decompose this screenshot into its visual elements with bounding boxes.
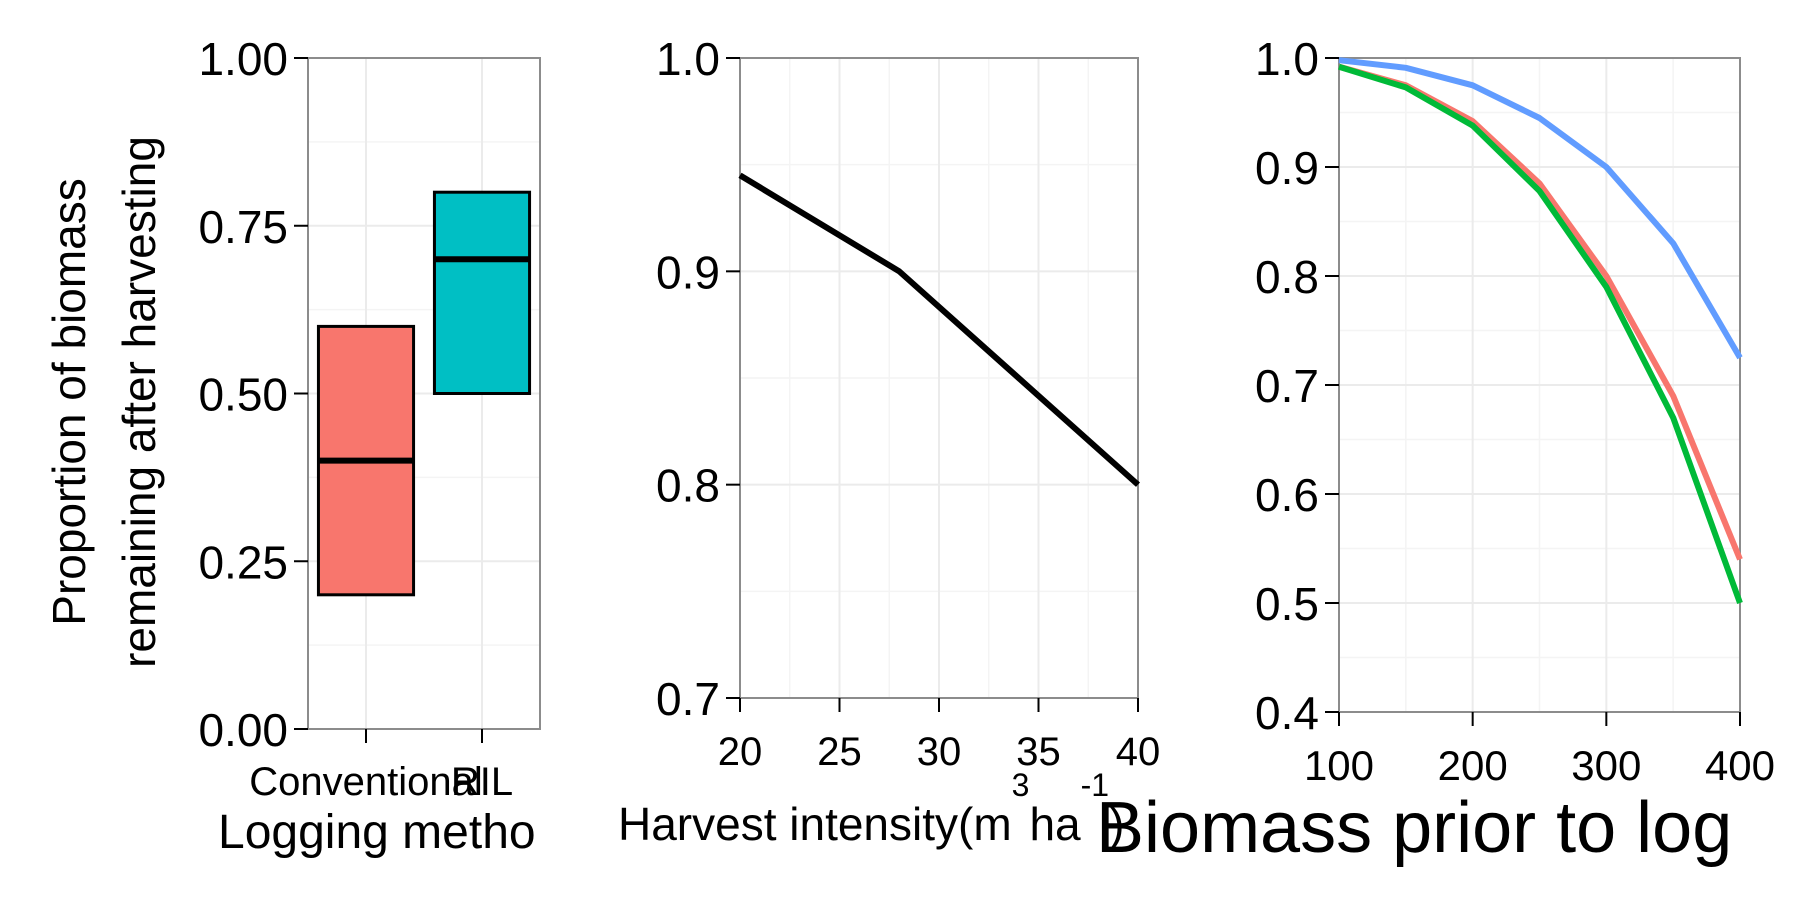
panel-logging-method: 0.00 0.25 0.50 0.75 1.00 ConventionalRILLoggi… — [43, 33, 541, 859]
x-tick-label: 40 — [1116, 730, 1161, 774]
y-tick-label: 0.4 — [1255, 687, 1319, 739]
y-tick-label: 0.9 — [1255, 142, 1319, 194]
x-tick-label: 20 — [718, 730, 763, 774]
x-axis-title: Biomass prior to log — [1096, 788, 1732, 868]
x-axis-title-main: Harvest intensity(m — [618, 798, 1012, 850]
series-line-0 — [738, 172, 1140, 487]
y-tick-label: 0.75 — [198, 201, 288, 253]
x-axis-title-sup: 3 — [1012, 767, 1030, 803]
y-tick-label: 0.50 — [198, 369, 288, 421]
x-axis-title-unit-sup: -1 — [1081, 767, 1109, 803]
y-tick-label: 0.7 — [1255, 360, 1319, 412]
panel-biomass-prior: 0.4 0.5 0.6 0.7 0.8 0.9 1.0 100 200 300 400Biomass… — [1096, 33, 1775, 868]
y-tick-label: 0.9 — [656, 246, 720, 298]
series-line-2 — [1338, 57, 1743, 360]
y-axis-title-line1: Proportion of biomass — [43, 178, 95, 625]
y-tick-label: 0.8 — [656, 460, 720, 512]
y-tick-label: 0.00 — [198, 704, 288, 756]
x-axis-title: Logging metho — [218, 806, 536, 859]
x-axis-title-close: ) — [1109, 798, 1124, 850]
x-axis-title-unit: ha — [1029, 798, 1081, 850]
y-tick-label: 1.00 — [198, 33, 288, 85]
x-tick-label: 25 — [817, 730, 862, 774]
bar-ril — [432, 190, 532, 395]
x-tick-label: 100 — [1304, 742, 1374, 789]
y-axis-title-line2: remaining after harvesting — [113, 136, 165, 668]
y-axis-title: Proportion of biomass remaining after har… — [43, 136, 165, 668]
y-tick-label: 1.0 — [656, 33, 720, 85]
x-tick-label: Conventional — [249, 760, 483, 804]
y-tick-label: 0.25 — [198, 536, 288, 588]
x-axis-title: Harvest intensity(m3ha-1) — [618, 767, 1124, 850]
y-tick-label: 0.5 — [1255, 578, 1319, 630]
y-tick-label: 0.8 — [1255, 251, 1319, 303]
y-tick-label: 1.0 — [1255, 33, 1319, 85]
x-tick-label: 300 — [1571, 742, 1641, 789]
x-tick-label: 30 — [917, 730, 962, 774]
series-line-1 — [1338, 63, 1743, 605]
x-tick-label: 400 — [1705, 742, 1775, 789]
x-tick-label: 200 — [1438, 742, 1508, 789]
x-tick-label: RIL — [451, 760, 513, 804]
y-tick-label: 0.6 — [1255, 469, 1319, 521]
x-tick-label: 35 — [1016, 730, 1061, 774]
y-tick-label: 0.7 — [656, 673, 720, 725]
